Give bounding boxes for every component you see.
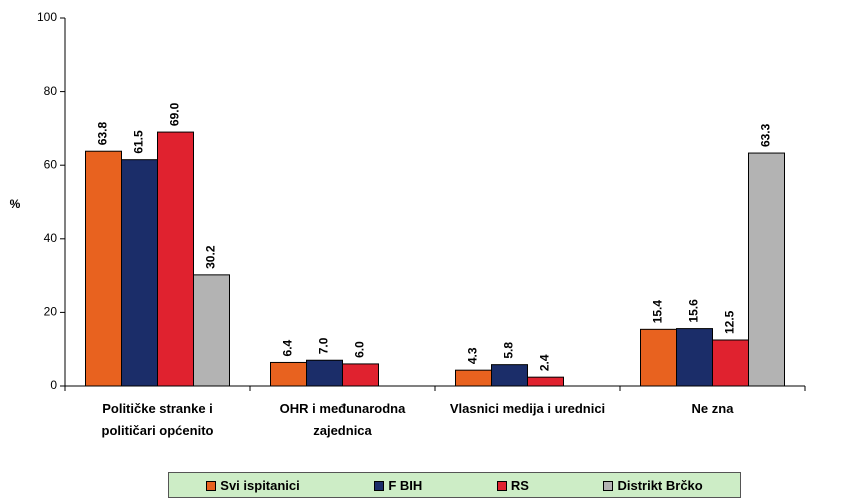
y-tick-label: 0 xyxy=(50,378,57,392)
legend-swatch xyxy=(496,481,507,492)
value-label: 12.5 xyxy=(723,310,737,334)
legend-swatch xyxy=(374,481,385,492)
legend-label: Distrikt Brčko xyxy=(617,477,703,493)
value-label: 6.0 xyxy=(353,341,367,358)
y-tick-label: 80 xyxy=(44,84,58,98)
y-axis-label: % xyxy=(10,197,21,211)
x-tick-label: Vlasnici medija i urednici xyxy=(449,401,606,416)
bar xyxy=(455,369,492,387)
bar xyxy=(342,363,379,387)
x-tick-label: Ne zna xyxy=(691,401,734,416)
value-label: 69.0 xyxy=(168,102,182,126)
value-label: 6.4 xyxy=(281,339,295,356)
x-tick-label: Političke stranke i političari općenito xyxy=(101,401,214,438)
value-label: 2.4 xyxy=(538,354,552,371)
y-tick-label: 100 xyxy=(37,10,57,24)
bar xyxy=(527,376,564,387)
value-label: 63.8 xyxy=(96,122,110,146)
legend-item: Distrikt Brčko xyxy=(603,477,703,493)
bar xyxy=(193,274,230,387)
legend-label: Svi ispitanici xyxy=(220,477,300,493)
bar xyxy=(676,328,713,387)
bar xyxy=(121,159,158,387)
bar xyxy=(306,359,343,387)
legend-swatch xyxy=(206,481,217,492)
value-label: 7.0 xyxy=(317,337,331,354)
value-label: 61.5 xyxy=(132,130,146,154)
bar xyxy=(491,364,528,387)
value-label: 63.3 xyxy=(759,123,773,147)
y-tick-label: 60 xyxy=(44,157,58,171)
bar xyxy=(748,152,785,387)
bar xyxy=(270,361,307,387)
x-tick-label: OHR i međunarodna zajednica xyxy=(279,401,406,438)
legend-label: F BIH xyxy=(388,477,423,493)
legend-swatch xyxy=(603,481,614,492)
value-label: 4.3 xyxy=(466,347,480,364)
value-label: 5.8 xyxy=(502,342,516,359)
value-label: 15.4 xyxy=(651,300,665,324)
y-tick-label: 20 xyxy=(44,305,58,319)
legend-item: Svi ispitanici xyxy=(206,477,300,493)
legend-item: F BIH xyxy=(374,478,422,493)
bar xyxy=(85,150,122,387)
legend-label: RS xyxy=(510,477,529,493)
value-label: 15.6 xyxy=(687,299,701,323)
y-tick-label: 40 xyxy=(44,231,58,245)
legend-item: RS xyxy=(496,477,529,493)
bar xyxy=(712,339,749,387)
legend: Svi ispitanici F BIH RS Distrikt Brčko xyxy=(168,472,741,498)
value-label: 30.2 xyxy=(204,245,218,269)
bar xyxy=(157,131,194,387)
bar xyxy=(640,328,677,387)
